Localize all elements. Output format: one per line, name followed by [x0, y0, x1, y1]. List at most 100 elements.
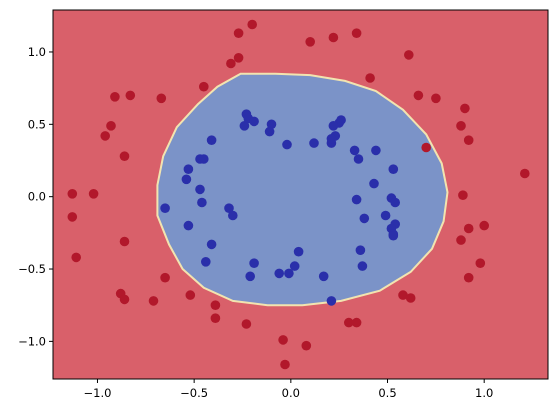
y-axis: −1.0 −0.5 0.0 0.5 1.0	[18, 45, 53, 348]
data-point-1-24	[195, 184, 205, 195]
data-point-1-10	[206, 135, 217, 145]
x-tick-label: −0.5	[180, 386, 208, 400]
plot-frame	[52, 9, 549, 380]
data-point-1-3	[249, 116, 259, 127]
data-point-1-5	[266, 119, 277, 130]
data-point-0-37	[405, 293, 416, 303]
data-point-1-43	[249, 258, 259, 269]
data-point-0-12	[156, 93, 167, 104]
data-point-1-28	[390, 197, 401, 208]
data-point-0-7	[404, 50, 414, 60]
data-point-0-28	[479, 220, 490, 231]
data-point-0-16	[106, 121, 116, 131]
data-point-1-22	[181, 174, 192, 185]
data-point-1-31	[228, 210, 238, 221]
data-point-0-11	[125, 90, 136, 101]
data-point-1-30	[224, 203, 234, 213]
data-point-1-42	[201, 257, 211, 267]
x-tick-label: −1.0	[84, 386, 112, 400]
data-point-0-5	[328, 32, 339, 43]
data-point-0-10	[110, 92, 120, 102]
data-point-0-15	[460, 103, 470, 114]
x-axis: −1.0 −0.5 0.0 0.5 1.0	[84, 379, 493, 400]
data-point-0-33	[475, 258, 486, 269]
data-point-1-17	[353, 154, 364, 164]
data-point-1-33	[359, 213, 370, 224]
data-point-0-27	[71, 252, 81, 263]
y-tick-label: −0.5	[18, 262, 46, 276]
x-tick-label: 0.5	[378, 386, 396, 400]
data-point-0-14	[431, 93, 441, 104]
data-point-0-20	[119, 151, 130, 161]
data-point-1-41	[357, 261, 368, 271]
data-point-1-26	[351, 194, 362, 205]
data-point-0-29	[463, 223, 474, 234]
data-point-0-34	[463, 272, 474, 283]
data-point-0-22	[67, 189, 78, 199]
data-point-0-42	[210, 313, 221, 324]
data-point-0-39	[119, 294, 130, 305]
data-point-1-13	[309, 138, 319, 148]
data-point-0-0	[247, 19, 257, 30]
data-point-1-12	[326, 134, 337, 144]
data-point-0-48	[280, 359, 290, 370]
data-point-1-14	[282, 139, 292, 150]
data-point-0-24	[458, 190, 468, 200]
y-tick-label: 1.0	[28, 45, 46, 59]
data-point-0-1	[233, 28, 244, 38]
data-point-0-25	[520, 168, 530, 179]
data-point-1-7	[336, 115, 346, 125]
data-point-0-2	[233, 53, 244, 63]
data-point-0-19	[463, 135, 474, 145]
data-point-1-32	[380, 210, 391, 221]
data-point-0-18	[456, 121, 466, 131]
x-tick-label: 0.0	[282, 386, 300, 400]
data-point-1-50	[326, 296, 337, 306]
data-point-1-23	[369, 178, 379, 189]
data-point-0-3	[226, 58, 236, 69]
data-point-1-8	[328, 121, 339, 131]
data-point-0-23	[88, 189, 99, 199]
data-point-0-47	[301, 340, 312, 351]
data-point-1-44	[245, 271, 255, 282]
data-point-1-20	[388, 164, 399, 174]
data-point-0-8	[365, 73, 375, 83]
data-point-1-45	[274, 268, 285, 279]
data-point-0-26	[67, 212, 78, 222]
inner-class-region	[156, 72, 449, 307]
data-point-0-35	[185, 290, 196, 300]
data-point-0-4	[305, 37, 316, 47]
data-point-1-49	[318, 271, 329, 282]
data-point-0-21	[421, 142, 432, 153]
y-tick-label: 0.5	[28, 117, 46, 131]
data-point-1-1	[239, 121, 250, 131]
data-point-1-46	[284, 268, 294, 279]
data-point-0-13	[413, 90, 424, 101]
data-point-1-39	[206, 239, 217, 250]
data-point-0-30	[119, 236, 130, 247]
data-point-0-45	[351, 317, 362, 328]
data-point-1-48	[289, 261, 300, 271]
data-point-1-21	[183, 164, 194, 174]
data-point-0-31	[456, 235, 466, 245]
data-point-1-38	[388, 230, 399, 241]
data-point-1-36	[183, 220, 194, 231]
data-point-1-25	[197, 197, 207, 208]
data-point-1-40	[355, 245, 366, 255]
data-point-1-15	[349, 145, 360, 156]
scatter-points	[67, 19, 530, 370]
data-point-1-16	[371, 145, 381, 156]
y-tick-label: −1.0	[18, 334, 46, 348]
data-point-0-32	[160, 272, 170, 283]
data-point-0-6	[351, 28, 362, 38]
data-point-1-4	[264, 126, 275, 137]
data-point-0-41	[210, 300, 221, 311]
data-point-0-40	[148, 296, 159, 306]
data-point-0-9	[199, 81, 209, 92]
data-point-0-43	[241, 319, 252, 329]
data-point-1-29	[160, 203, 170, 213]
data-point-1-47	[293, 246, 304, 257]
y-tick-label: 0.0	[28, 190, 46, 204]
data-point-0-36	[398, 290, 408, 300]
